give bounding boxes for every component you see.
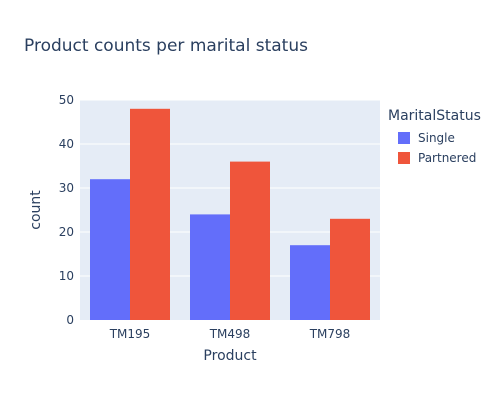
x-tick-label: TM498 (209, 327, 251, 341)
y-tick-label: 40 (59, 137, 74, 151)
x-axis-title: Product (203, 348, 257, 364)
y-tick-label: 10 (59, 269, 74, 283)
y-tick-label: 0 (66, 313, 74, 327)
y-tick-labels: 0 10 20 30 40 50 (59, 93, 74, 327)
x-tick-labels: TM195 TM498 TM798 (109, 327, 351, 341)
legend-swatch-partnered (398, 152, 410, 164)
bar-partnered-tm498 (230, 161, 270, 320)
x-tick-label: TM195 (109, 327, 151, 341)
chart-title: Product counts per marital status (24, 36, 308, 56)
y-axis-title: count (28, 190, 44, 230)
legend-swatch-single (398, 132, 410, 144)
bar-partnered-tm195 (130, 108, 170, 320)
y-tick-label: 20 (59, 225, 74, 239)
x-tick-label: TM798 (309, 327, 351, 341)
legend-title: MaritalStatus (388, 108, 481, 124)
bar-single-tm498 (190, 214, 230, 320)
bar-single-tm195 (90, 179, 130, 320)
legend-label-single: Single (418, 131, 455, 145)
y-tick-label: 30 (59, 181, 74, 195)
bar-partnered-tm798 (330, 218, 370, 320)
bars (90, 108, 370, 320)
legend: MaritalStatus Single Partnered (388, 108, 481, 165)
y-tick-label: 50 (59, 93, 74, 107)
bar-single-tm798 (290, 245, 330, 320)
legend-label-partnered: Partnered (418, 151, 476, 165)
